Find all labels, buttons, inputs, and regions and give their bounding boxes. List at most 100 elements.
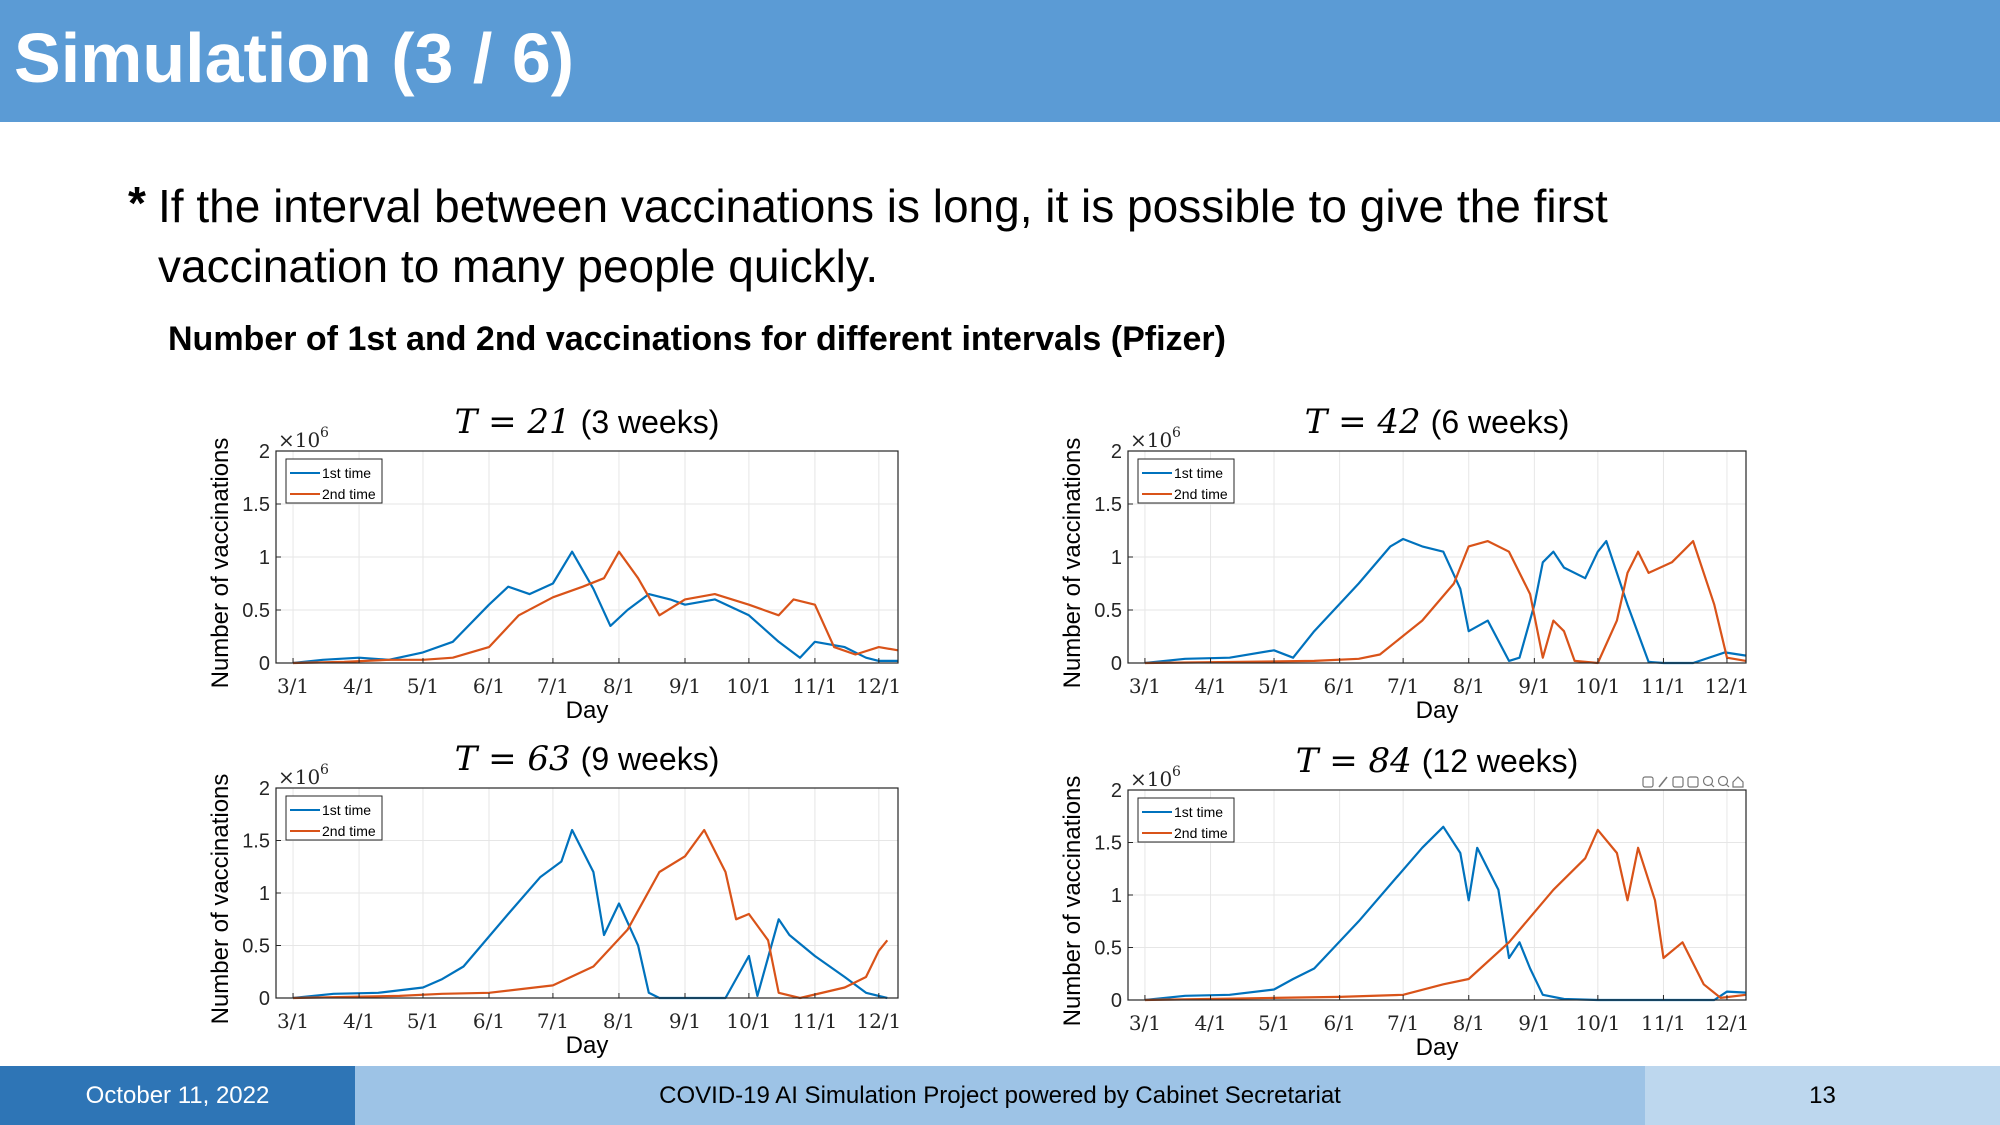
legend-label: 1st time xyxy=(1174,804,1223,820)
x-tick-label: 10/1 xyxy=(726,1009,771,1033)
x-tick-label: 3/1 xyxy=(277,1009,309,1033)
y-axis-label: Number of vaccinations xyxy=(1059,438,1086,689)
x-tick-label: 12/1 xyxy=(1704,1011,1749,1035)
y-axis-label: Number of vaccinations xyxy=(207,774,234,1025)
x-tick-label: 11/1 xyxy=(1641,1011,1686,1035)
x-tick-label: 5/1 xyxy=(1258,674,1290,698)
y-tick-label: 1.5 xyxy=(1094,494,1122,516)
panel-title: T = 42 (6 weeks) xyxy=(1305,402,1570,442)
y-tick-label: 1.5 xyxy=(1094,833,1122,855)
x-tick-label: 11/1 xyxy=(1641,674,1686,698)
series-line-first xyxy=(1144,537,1747,665)
x-axis-label: Day xyxy=(1416,1034,1459,1061)
x-tick-label: 4/1 xyxy=(1194,674,1226,698)
series-line-second xyxy=(1144,828,1747,1002)
x-tick-label: 3/1 xyxy=(277,674,309,698)
export-icon[interactable] xyxy=(1642,776,1654,788)
brush-icon[interactable] xyxy=(1658,776,1668,788)
y-tick-label: 0.5 xyxy=(1094,600,1122,622)
chart-2: 3/1 4/1 5/1 6/1 7/1 8/1 9/1 10/1 11/1 12/1 0 0.5 1 1.… xyxy=(1059,402,1749,724)
y-axis-label: Number of vaccinations xyxy=(207,438,234,689)
x-tick-label: 8/1 xyxy=(603,674,635,698)
series-line-second xyxy=(292,550,899,665)
y-tick-label: 2 xyxy=(1111,441,1122,463)
series-line-second xyxy=(1144,540,1747,665)
x-tick-label: 5/1 xyxy=(1258,1011,1290,1035)
panel-title-math: T = 63 xyxy=(455,739,571,779)
panel-title-interval: (6 weeks) xyxy=(1431,404,1570,440)
axes-toolbar xyxy=(1642,775,1744,788)
y-tick-label: 0.5 xyxy=(242,936,270,958)
x-tick-label: 5/1 xyxy=(407,674,439,698)
panel-title-math: T = 21 xyxy=(455,402,571,442)
y-multiplier: ×10 xyxy=(278,428,320,452)
title-bar: Simulation (3 / 6) xyxy=(0,0,2000,122)
legend-label: 1st time xyxy=(322,465,371,481)
pan-icon[interactable] xyxy=(1687,776,1699,788)
x-tick-label: 7/1 xyxy=(1387,674,1419,698)
x-tick-label: 6/1 xyxy=(473,674,505,698)
footer-date: October 11, 2022 xyxy=(0,1066,355,1125)
x-tick-label: 5/1 xyxy=(407,1009,439,1033)
legend-label: 2nd time xyxy=(1174,825,1228,841)
x-tick-label: 8/1 xyxy=(1453,674,1485,698)
y-multiplier: ×10 xyxy=(278,765,320,789)
chart-3: 3/1 4/1 5/1 6/1 7/1 8/1 9/1 10/1 11/1 12/1 0 0.5 1 1.… xyxy=(207,739,901,1059)
y-tick-label: 2 xyxy=(259,441,270,463)
series-line-second xyxy=(292,828,889,1000)
panel-title-interval: (9 weeks) xyxy=(581,741,720,777)
y-tick-label: 1 xyxy=(1111,885,1122,907)
charts-canvas: 3/1 4/1 5/1 6/1 7/1 8/1 9/1 10/1 11/1 12/1 0 0.5 1 1.… xyxy=(207,402,1749,1061)
x-tick-label: 3/1 xyxy=(1129,1011,1161,1035)
x-tick-label: 11/1 xyxy=(792,674,837,698)
y-multiplier: ×10 xyxy=(1130,767,1172,791)
panel-title: T = 21 (3 weeks) xyxy=(455,402,720,442)
y-tick-label: 0 xyxy=(1111,653,1122,675)
x-tick-label: 6/1 xyxy=(1324,674,1356,698)
x-tick-label: 12/1 xyxy=(856,674,901,698)
zoom-in-icon[interactable] xyxy=(1702,775,1715,788)
x-tick-label: 7/1 xyxy=(1387,1011,1419,1035)
x-tick-label: 7/1 xyxy=(537,674,569,698)
zoom-out-icon[interactable] xyxy=(1717,775,1730,788)
datatip-icon[interactable] xyxy=(1672,776,1684,788)
chart-1: 3/1 4/1 5/1 6/1 7/1 8/1 9/1 10/1 11/1 12/1 0 0.5 1 1.… xyxy=(207,402,901,724)
legend-box xyxy=(285,795,383,841)
legend-label: 1st time xyxy=(322,802,371,818)
x-tick-label: 9/1 xyxy=(1518,1011,1550,1035)
y-tick-label: 2 xyxy=(1111,780,1122,802)
legend-label: 1st time xyxy=(1174,465,1223,481)
home-icon[interactable] xyxy=(1732,776,1744,788)
x-tick-label: 4/1 xyxy=(343,1009,375,1033)
y-tick-label: 1 xyxy=(1111,547,1122,569)
x-tick-label: 10/1 xyxy=(726,674,771,698)
y-multiplier-exponent: 6 xyxy=(320,425,329,441)
y-multiplier-exponent: 6 xyxy=(1172,425,1181,441)
legend-box xyxy=(1137,458,1235,504)
y-tick-label: 2 xyxy=(259,778,270,800)
panel-title-interval: (3 weeks) xyxy=(581,404,720,440)
x-tick-label: 8/1 xyxy=(603,1009,635,1033)
bullet-text: If the interval between vaccinations is … xyxy=(158,180,1608,292)
x-tick-label: 7/1 xyxy=(537,1009,569,1033)
y-tick-label: 0 xyxy=(1111,990,1122,1012)
legend-label: 2nd time xyxy=(322,823,376,839)
panel-title: T = 84 (12 weeks) xyxy=(1296,741,1579,781)
series-line-first xyxy=(292,828,888,1000)
x-tick-label: 10/1 xyxy=(1575,1011,1620,1035)
legend-box xyxy=(285,458,383,504)
x-tick-label: 12/1 xyxy=(1704,674,1749,698)
footer-page-number: 13 xyxy=(1645,1066,2000,1125)
x-tick-label: 4/1 xyxy=(1194,1011,1226,1035)
panel-title: T = 63 (9 weeks) xyxy=(455,739,720,779)
y-tick-label: 0.5 xyxy=(1094,938,1122,960)
y-tick-label: 1.5 xyxy=(242,831,270,853)
y-tick-label: 0.5 xyxy=(242,600,270,622)
chart-4: 3/1 4/1 5/1 6/1 7/1 8/1 9/1 10/1 11/1 12/1 0 0.5 1 1.… xyxy=(1059,741,1749,1061)
x-axis-label: Day xyxy=(566,697,609,724)
x-tick-label: 10/1 xyxy=(1575,674,1620,698)
x-axis-label: Day xyxy=(566,1032,609,1059)
x-tick-label: 6/1 xyxy=(473,1009,505,1033)
footer: October 11, 2022 COVID-19 AI Simulation … xyxy=(0,1066,2000,1125)
figure-title: Number of 1st and 2nd vaccinations for d… xyxy=(168,320,1226,358)
